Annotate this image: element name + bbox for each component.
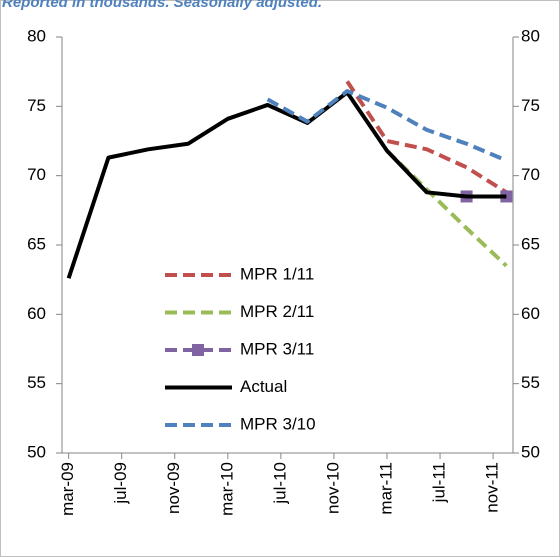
legend-marker bbox=[192, 344, 204, 356]
x-tick-label: nov-09 bbox=[164, 462, 183, 514]
y2-tick-label: 80 bbox=[521, 26, 540, 45]
y2-tick-label: 60 bbox=[521, 304, 540, 323]
series-line bbox=[345, 80, 508, 195]
y-tick-label: 70 bbox=[27, 165, 46, 184]
y-tick-label: 60 bbox=[27, 304, 46, 323]
series-line bbox=[66, 90, 507, 279]
x-tick-label: mar-10 bbox=[217, 462, 236, 516]
x-tick-label: nov-11 bbox=[483, 462, 502, 513]
legend-label: MPR 3/10 bbox=[240, 414, 316, 433]
series-line bbox=[266, 89, 508, 163]
y2-tick-label: 70 bbox=[521, 165, 540, 184]
x-tick-label: jul-09 bbox=[111, 462, 130, 505]
chart-subtitle: Reported in thousands. Seasonally adjust… bbox=[2, 0, 322, 11]
y-tick-label: 55 bbox=[27, 373, 46, 392]
x-tick-label: jul-11 bbox=[430, 462, 449, 503]
x-tick-label: mar-11 bbox=[376, 462, 395, 515]
x-tick-label: jul-10 bbox=[270, 462, 289, 505]
y2-tick-label: 50 bbox=[521, 442, 540, 461]
y2-tick-label: 65 bbox=[521, 234, 540, 253]
y-tick-label: 65 bbox=[27, 234, 46, 253]
y2-tick-label: 55 bbox=[521, 373, 540, 392]
x-tick-label: mar-09 bbox=[58, 462, 77, 516]
x-tick-label: nov-10 bbox=[323, 462, 342, 514]
y-tick-label: 50 bbox=[27, 442, 46, 461]
y-tick-label: 80 bbox=[27, 26, 46, 45]
point-marker bbox=[500, 190, 513, 203]
legend-label: Actual bbox=[240, 377, 287, 396]
legend-label: MPR 1/11 bbox=[240, 264, 314, 283]
y-tick-label: 75 bbox=[27, 96, 46, 115]
legend-label: MPR 3/11 bbox=[240, 339, 314, 358]
legend-label: MPR 2/11 bbox=[240, 302, 314, 321]
y2-tick-label: 75 bbox=[521, 96, 540, 115]
